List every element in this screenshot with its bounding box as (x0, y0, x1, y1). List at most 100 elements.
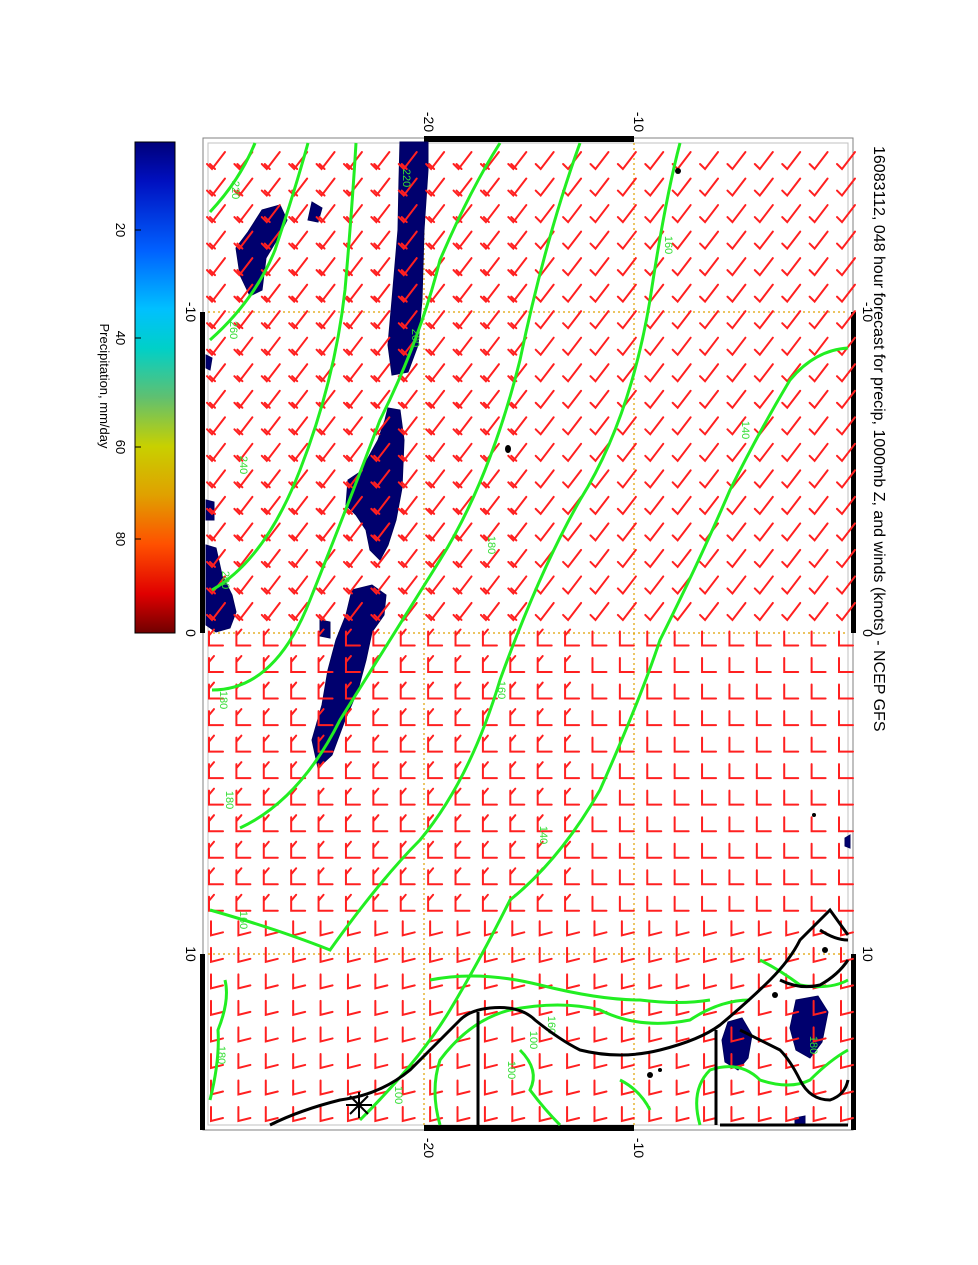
wind-barb (264, 1052, 279, 1070)
wind-barb (342, 601, 363, 622)
wind-barb (237, 973, 252, 990)
wind-barb (397, 522, 418, 542)
wind-barb (206, 204, 226, 224)
wind-barb (838, 895, 854, 912)
wind-barb (840, 946, 854, 964)
wind-barb (507, 177, 528, 198)
wind-barb (370, 310, 391, 330)
wind-barb (620, 1106, 635, 1123)
wind-barb (564, 867, 581, 886)
wind-barb (534, 469, 555, 489)
wind-barb (397, 151, 418, 171)
wind-barb (507, 336, 528, 357)
wind-barb (671, 575, 692, 595)
colorbar-tick-label: 40 (113, 331, 128, 345)
wind-barb (233, 336, 254, 357)
wind-barb (616, 204, 637, 224)
wind-barb (726, 283, 747, 304)
wind-barb (673, 869, 690, 886)
wind-barb (452, 442, 473, 463)
wind-barb (235, 893, 252, 912)
wind-barb (534, 177, 555, 198)
wind-barb (479, 495, 500, 516)
wind-barb (260, 204, 281, 224)
wind-barb (840, 973, 854, 990)
wind-barb (534, 151, 555, 171)
wind-barb (507, 230, 528, 251)
wind-barb (319, 1106, 334, 1123)
wind-barb (703, 973, 718, 990)
wind-barb (288, 363, 309, 383)
wind-barb (836, 601, 856, 622)
wind-barb (319, 920, 334, 937)
wind-barb (728, 895, 745, 912)
wind-barb (671, 469, 692, 489)
wind-barb (562, 204, 583, 224)
wind-barb (511, 1052, 526, 1070)
wind-barb (372, 761, 389, 780)
wind-barb (783, 683, 800, 700)
wind-barb (644, 204, 665, 224)
wind-barb (673, 789, 690, 806)
wind-barb (319, 1079, 334, 1096)
wind-barb (290, 708, 307, 727)
wind-barb (233, 495, 254, 516)
wind-barb (427, 628, 444, 647)
wind-barb (427, 708, 444, 727)
wind-barb (507, 204, 528, 224)
wind-barb (593, 920, 608, 937)
wind-barb (836, 522, 856, 542)
wind-barb (644, 495, 665, 516)
wind-barb (781, 257, 802, 277)
wind-barb (399, 761, 416, 780)
wind-barb (509, 787, 526, 806)
wind-barb (235, 708, 252, 727)
wind-barb (397, 495, 418, 516)
wind-barb (781, 522, 802, 542)
wind-barb (644, 389, 665, 410)
contour-label: 220 (229, 181, 241, 199)
wind-barb (479, 257, 500, 277)
contour-label: 100 (392, 1086, 404, 1104)
wind-barb (699, 495, 720, 516)
wind-barb (342, 310, 363, 330)
wind-barb (566, 973, 581, 990)
wind-barb (511, 999, 526, 1017)
wind-barb (808, 336, 829, 357)
wind-barb (808, 177, 829, 198)
wind-barb (675, 1106, 690, 1123)
wind-barb (452, 522, 473, 542)
wind-barb (536, 708, 553, 727)
wind-barb (646, 842, 663, 859)
wind-barb (593, 1079, 608, 1096)
wind-barb (372, 655, 389, 674)
wind-barb (534, 204, 555, 224)
wind-barb (235, 867, 252, 886)
wind-barb (290, 655, 307, 674)
wind-barb (509, 708, 526, 727)
wind-barb (208, 840, 224, 859)
wind-barb (840, 1026, 854, 1043)
wind-barb (757, 946, 772, 964)
wind-barb (644, 575, 665, 595)
wind-barb (699, 310, 720, 330)
wind-barb (346, 1052, 361, 1070)
wind-barb (290, 734, 307, 753)
wind-barb (534, 336, 555, 357)
wind-barb (726, 442, 747, 463)
wind-barb (315, 469, 336, 489)
wind-barb (838, 630, 854, 647)
wind-barb (753, 495, 774, 516)
wind-barb (810, 816, 827, 833)
wind-barb (479, 575, 500, 595)
wind-barb (399, 681, 416, 700)
wind-barb (618, 816, 635, 833)
wind-barb (206, 336, 226, 357)
wind-barb (344, 734, 361, 753)
wind-barb (755, 630, 772, 647)
precipitation-areas (205, 141, 851, 1127)
wind-barb (618, 895, 635, 912)
wind-barb (262, 734, 279, 753)
wind-barb (454, 628, 471, 647)
